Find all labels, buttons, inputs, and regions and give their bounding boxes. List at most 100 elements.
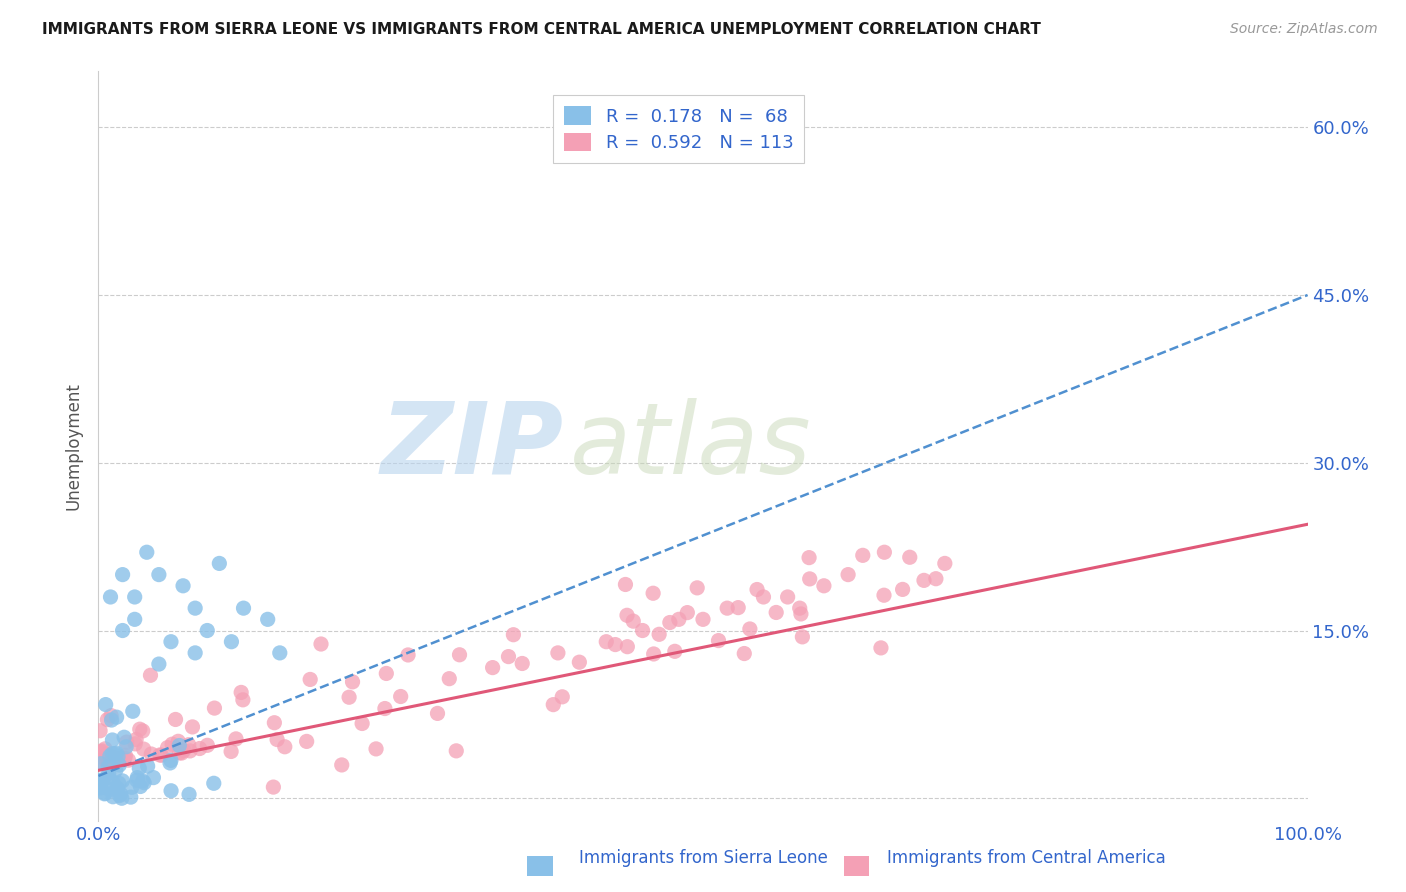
Point — [299, 673, 322, 687]
Point — [765, 606, 787, 620]
Point — [543, 698, 565, 712]
Point — [114, 748, 136, 763]
Point — [449, 648, 471, 662]
Point — [621, 614, 644, 628]
Point — [727, 600, 749, 615]
Point — [568, 655, 591, 669]
Point — [97, 771, 120, 785]
Point — [643, 647, 665, 661]
Point — [160, 737, 183, 751]
Point — [134, 776, 156, 790]
Point — [93, 787, 115, 801]
Point — [668, 612, 690, 626]
Point — [614, 577, 637, 591]
Point — [439, 672, 461, 686]
Point — [139, 668, 162, 682]
Point — [90, 744, 112, 758]
Point — [97, 766, 120, 780]
Point — [124, 590, 146, 604]
Point — [426, 706, 449, 721]
Point — [128, 722, 150, 736]
Point — [142, 771, 165, 785]
Point — [595, 634, 617, 648]
Point — [631, 624, 654, 638]
Point — [269, 646, 291, 660]
Point — [111, 567, 134, 582]
Point — [124, 737, 146, 751]
Point — [195, 624, 218, 638]
Point — [101, 733, 124, 747]
Point — [124, 612, 146, 626]
Point — [792, 630, 814, 644]
Point — [128, 761, 150, 775]
Point — [396, 648, 419, 662]
Point — [342, 674, 364, 689]
Point — [108, 789, 131, 803]
Point — [103, 747, 125, 761]
Point — [364, 742, 387, 756]
Point — [121, 704, 143, 718]
Point — [89, 723, 111, 738]
Point — [120, 790, 142, 805]
Point — [94, 698, 117, 712]
Point — [107, 781, 129, 796]
Point — [898, 550, 921, 565]
Point — [104, 763, 127, 777]
Point — [90, 756, 112, 771]
Point — [605, 638, 627, 652]
Point — [177, 738, 200, 752]
Point — [502, 628, 524, 642]
Point — [125, 773, 148, 788]
Point — [111, 773, 134, 788]
Point — [790, 607, 813, 621]
Point — [266, 732, 288, 747]
Point — [94, 786, 117, 800]
Point — [891, 582, 914, 597]
Point — [232, 693, 254, 707]
Point — [225, 731, 247, 746]
Point — [873, 545, 896, 559]
Point — [100, 708, 122, 723]
Point — [103, 750, 125, 764]
Point — [100, 756, 122, 770]
Point — [221, 634, 243, 648]
Point — [177, 788, 200, 802]
Point — [789, 601, 811, 615]
Point — [107, 749, 129, 764]
Point — [716, 601, 738, 615]
Point — [925, 572, 948, 586]
Point — [132, 742, 155, 756]
Point — [337, 690, 360, 705]
Point — [117, 753, 139, 767]
Point — [159, 756, 181, 770]
Point — [184, 601, 207, 615]
Point — [658, 615, 681, 630]
Point — [115, 735, 138, 749]
Point — [498, 649, 520, 664]
Point — [912, 574, 935, 588]
Point — [101, 747, 124, 761]
Point — [173, 743, 195, 757]
Point — [446, 744, 468, 758]
Point — [309, 637, 332, 651]
Point — [98, 749, 121, 764]
Point — [89, 780, 111, 795]
Point — [121, 780, 143, 795]
Point — [179, 744, 201, 758]
Point — [160, 634, 183, 648]
Point — [232, 601, 254, 615]
Point — [94, 752, 117, 766]
Point — [141, 747, 163, 761]
Point — [202, 776, 225, 790]
Point — [96, 780, 118, 795]
Point — [733, 647, 755, 661]
Point — [96, 751, 118, 765]
Point — [204, 701, 226, 715]
Point — [643, 586, 665, 600]
Point — [676, 606, 699, 620]
Point — [87, 756, 110, 771]
Point — [148, 567, 170, 582]
Point — [208, 557, 231, 571]
Point — [150, 748, 173, 763]
Point — [837, 567, 859, 582]
